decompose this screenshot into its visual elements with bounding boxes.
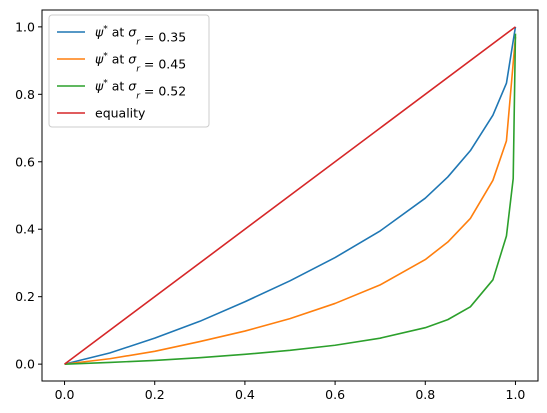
x-tick-label: 0.8 <box>415 387 435 402</box>
legend-label-1: ψ* at σr = 0.35 <box>95 25 186 48</box>
legend-label-part: at <box>108 25 129 40</box>
plot-area <box>41 9 539 382</box>
x-tick-label: 1.0 <box>506 387 526 402</box>
legend-label-part: * <box>103 79 108 89</box>
legend-label-part: * <box>103 52 108 62</box>
y-tick-label: 0.4 <box>15 222 35 237</box>
legend-label-part: = 0.35 <box>140 30 186 45</box>
series-line-3 <box>64 33 517 365</box>
y-tick-label: 0.8 <box>15 87 35 102</box>
y-tick-label: 0.6 <box>15 154 35 169</box>
legend-label-part: at <box>108 52 129 67</box>
y-tick-label: 1.0 <box>15 19 35 34</box>
legend-label-part: ψ <box>95 79 104 94</box>
series-line-4 <box>64 26 516 365</box>
legend-label-part: at <box>108 79 129 94</box>
legend-label-part: r <box>136 92 141 102</box>
x-tick-label: 0.4 <box>235 387 255 402</box>
x-axis: 0.0 0.2 0.4 0.6 0.8 1.0 <box>55 381 526 402</box>
legend-label-part: ψ <box>95 52 104 67</box>
legend-label-part: r <box>136 38 141 48</box>
legend-label-part: = 0.52 <box>140 84 186 99</box>
plot-frame <box>41 9 539 382</box>
legend-label-part: = 0.45 <box>140 57 186 72</box>
legend: ψ* at σr = 0.35ψ* at σr = 0.45ψ* at σr =… <box>48 14 210 128</box>
x-tick-label: 0.6 <box>325 387 345 402</box>
legend-label-part: * <box>103 25 108 35</box>
legend-label-part: σ <box>128 52 137 67</box>
legend-label-part: r <box>136 65 141 75</box>
x-tick-label: 0.0 <box>55 387 75 402</box>
legend-label-2: ψ* at σr = 0.45 <box>95 52 186 75</box>
legend-label-3: ψ* at σr = 0.52 <box>95 79 186 102</box>
x-tick-label: 0.2 <box>145 387 165 402</box>
legend-label-part: ψ <box>95 25 104 40</box>
y-tick-label: 0.2 <box>15 289 35 304</box>
series-line-2 <box>64 36 517 365</box>
legend-label-part: σ <box>128 79 137 94</box>
legend-label-4: equality <box>95 106 146 121</box>
series-line-1 <box>64 26 517 365</box>
legend-label-part: σ <box>128 25 137 40</box>
y-tick-label: 0.0 <box>15 357 35 372</box>
y-axis: 0.0 0.2 0.4 0.6 0.8 1.0 <box>15 19 42 372</box>
legend-box <box>48 14 210 128</box>
